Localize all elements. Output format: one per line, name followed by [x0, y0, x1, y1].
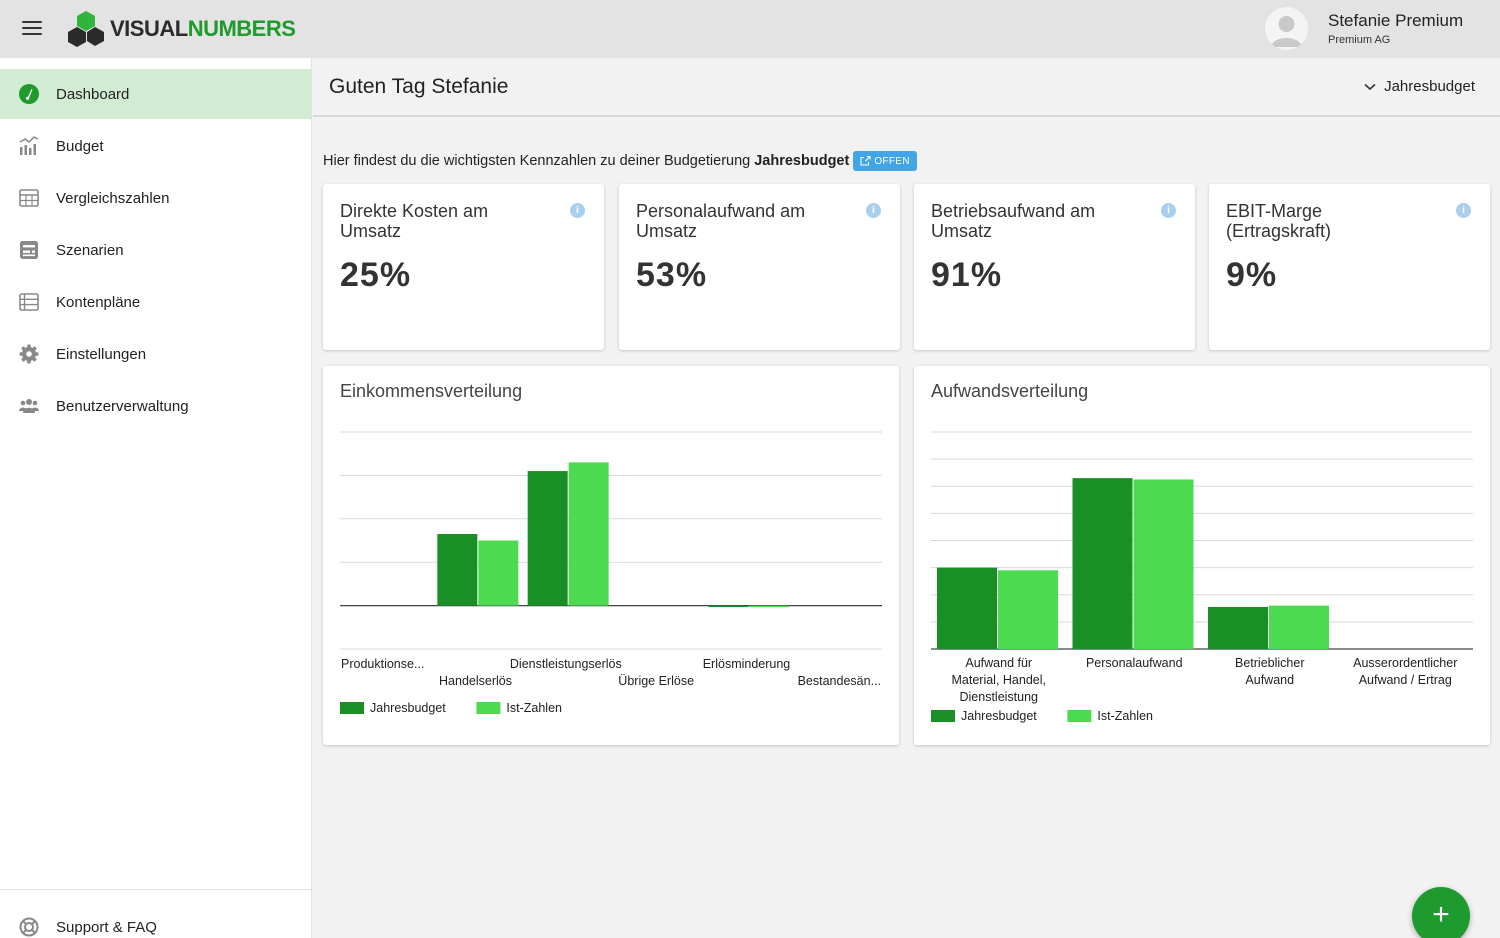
intro-text: Hier findest du die wichtigsten Kennzahl…: [323, 151, 917, 171]
kpi-card-direkte-kosten: Direkte Kosten am Umsatz i 25%: [323, 184, 604, 350]
page-title: Guten Tag Stefanie: [329, 75, 509, 98]
sidebar-item-vergleichszahlen[interactable]: Vergleichszahlen: [0, 173, 312, 223]
sidebar-item-szenarien[interactable]: Szenarien: [0, 225, 312, 275]
external-link-icon: [860, 156, 871, 166]
category-label: Aufwand für Material, Handel, Dienstleistu…: [952, 656, 1047, 704]
sidebar-item-label: Szenarien: [56, 241, 124, 259]
top-bar: VISUALNUMBERS Stefanie Premium Premium A…: [0, 0, 1500, 58]
category-label: Produktionse...: [341, 657, 424, 671]
logo-icon: [68, 11, 104, 47]
legend-label[interactable]: Ist-Zahlen: [1097, 709, 1153, 723]
bar[interactable]: [568, 462, 609, 606]
info-icon[interactable]: i: [570, 203, 585, 218]
sidebar-item-label: Budget: [56, 137, 104, 155]
logo-text: VISUALNUMBERS: [110, 16, 296, 41]
category-label: Handelserlös: [439, 674, 512, 688]
category-label: Personalaufwand: [1086, 656, 1183, 670]
list-icon: [19, 292, 39, 312]
sidebar-item-kontenplaene[interactable]: Kontenpläne: [0, 277, 312, 327]
legend-swatch: [1067, 710, 1092, 722]
sidebar-item-label: Support & FAQ: [56, 918, 157, 936]
status-badge-label: OFFEN: [874, 155, 910, 167]
expense-chart: Aufwand für Material, Handel, Dienstleistu…: [931, 431, 1473, 723]
income-chart: Produktionse... Handelserlös Dienstleistun…: [340, 431, 882, 715]
info-icon[interactable]: i: [1456, 203, 1471, 218]
chart-card-aufwand: Aufwandsverteilung Aufwand für Material, …: [914, 366, 1490, 745]
sidebar-item-support[interactable]: Support & FAQ: [0, 902, 312, 938]
legend-swatch: [931, 710, 955, 722]
chart-icon: [19, 136, 39, 156]
bar[interactable]: [1072, 478, 1133, 649]
kpi-card-ebit-marge: EBIT-Marge (Ertragskraft) i 9%: [1209, 184, 1490, 350]
category-label: Betrieblicher Aufwand: [1235, 656, 1304, 687]
logo[interactable]: VISUALNUMBERS: [66, 10, 296, 48]
avatar[interactable]: [1265, 7, 1308, 50]
kpi-title: Direkte Kosten am Umsatz: [340, 201, 489, 241]
category-label: Bestandesän...: [798, 674, 881, 688]
sidebar-divider: [0, 889, 312, 890]
info-icon[interactable]: i: [866, 203, 881, 218]
bar[interactable]: [437, 533, 478, 606]
bar[interactable]: [998, 570, 1058, 649]
chart-title: Aufwandsverteilung: [931, 381, 1089, 401]
bar[interactable]: [708, 605, 749, 608]
sidebar-item-benutzerverwaltung[interactable]: Benutzerverwaltung: [0, 381, 312, 431]
chart-title: Einkommensverteilung: [340, 381, 523, 401]
bar[interactable]: [1208, 606, 1268, 649]
sidebar: Dashboard Budget Vergleichszahlen Szenar…: [0, 58, 312, 938]
sidebar-item-budget[interactable]: Budget: [0, 121, 312, 171]
intro-sentence: Hier findest du die wichtigsten Kennzahl…: [323, 153, 751, 169]
dashboard-icon: [19, 84, 39, 104]
category-label: Ausserordentlicher Aufwand / Ertrag: [1353, 656, 1457, 687]
legend-label[interactable]: Jahresbudget: [370, 701, 446, 715]
scenario-icon: [19, 240, 39, 260]
status-badge[interactable]: OFFEN: [853, 151, 917, 171]
gear-icon: [19, 344, 39, 364]
kpi-value: 91%: [931, 256, 1003, 294]
bar[interactable]: [1133, 479, 1194, 649]
legend-label[interactable]: Ist-Zahlen: [506, 701, 562, 715]
info-icon[interactable]: i: [1161, 203, 1176, 218]
sidebar-item-label: Einstellungen: [56, 345, 147, 363]
bar[interactable]: [1269, 605, 1329, 649]
bar[interactable]: [478, 540, 519, 606]
legend-label[interactable]: Jahresbudget: [961, 709, 1037, 723]
bar[interactable]: [937, 567, 997, 649]
bar[interactable]: [749, 605, 790, 608]
users-icon: [19, 396, 39, 416]
chart-card-einkommen: Einkommensverteilung Produktionse... Hand…: [323, 366, 899, 745]
user-name[interactable]: Stefanie Premium: [1328, 11, 1464, 30]
add-button[interactable]: +: [1412, 887, 1470, 938]
kpi-title: EBIT-Marge (Ertragskraft): [1226, 201, 1332, 241]
kpi-card-betriebsaufwand: Betriebsaufwand am Umsatz i 91%: [914, 184, 1195, 350]
page-header: Guten Tag Stefanie Jahresbudget: [313, 58, 1500, 117]
kpi-value: 25%: [340, 256, 412, 294]
chevron-down-icon: [1364, 83, 1376, 90]
sidebar-item-label: Kontenpläne: [56, 293, 141, 311]
category-label: Dienstleistungserlös: [510, 657, 622, 671]
sidebar-item-label: Dashboard: [56, 85, 130, 103]
category-label: Übrige Erlöse: [618, 674, 694, 688]
kpi-card-personalaufwand: Personalaufwand am Umsatz i 53%: [619, 184, 900, 350]
bar[interactable]: [527, 471, 568, 606]
sidebar-item-label: Vergleichszahlen: [56, 189, 170, 207]
sidebar-item-label: Benutzerverwaltung: [56, 397, 189, 415]
user-company: Premium AG: [1328, 34, 1391, 46]
sidebar-item-dashboard[interactable]: Dashboard: [0, 69, 312, 119]
table-icon: [19, 188, 39, 208]
budget-select[interactable]: Jahresbudget: [1364, 78, 1475, 95]
kpi-value: 53%: [636, 256, 708, 294]
category-label: Erlösminderung: [703, 657, 791, 671]
legend-swatch: [476, 702, 501, 714]
lifebuoy-icon: [19, 917, 39, 937]
intro-budget-name: Jahresbudget: [754, 153, 850, 169]
budget-select-label: Jahresbudget: [1384, 78, 1475, 95]
kpi-title: Personalaufwand am Umsatz: [636, 201, 806, 241]
menu-icon[interactable]: [19, 18, 43, 40]
legend-swatch: [340, 702, 364, 714]
kpi-value: 9%: [1226, 256, 1278, 294]
kpi-title: Betriebsaufwand am Umsatz: [931, 201, 1096, 241]
sidebar-item-einstellungen[interactable]: Einstellungen: [0, 329, 312, 379]
